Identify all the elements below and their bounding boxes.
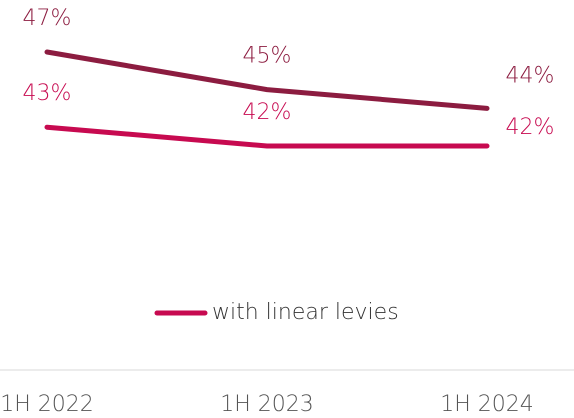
data-label: 42% xyxy=(506,115,555,140)
data-label: 43% xyxy=(23,81,72,106)
line-series xyxy=(44,49,490,111)
data-label: 45% xyxy=(243,44,292,69)
data-label: 47% xyxy=(23,6,72,31)
data-label: 42% xyxy=(243,100,292,125)
x-tick-label: 1H 2024 xyxy=(440,392,534,417)
line-series xyxy=(44,124,490,149)
legend-label: with linear levies xyxy=(212,300,399,325)
x-tick-label: 1H 2022 xyxy=(0,392,94,417)
data-label: 44% xyxy=(506,63,555,88)
x-tick-label: 1H 2023 xyxy=(220,392,314,417)
